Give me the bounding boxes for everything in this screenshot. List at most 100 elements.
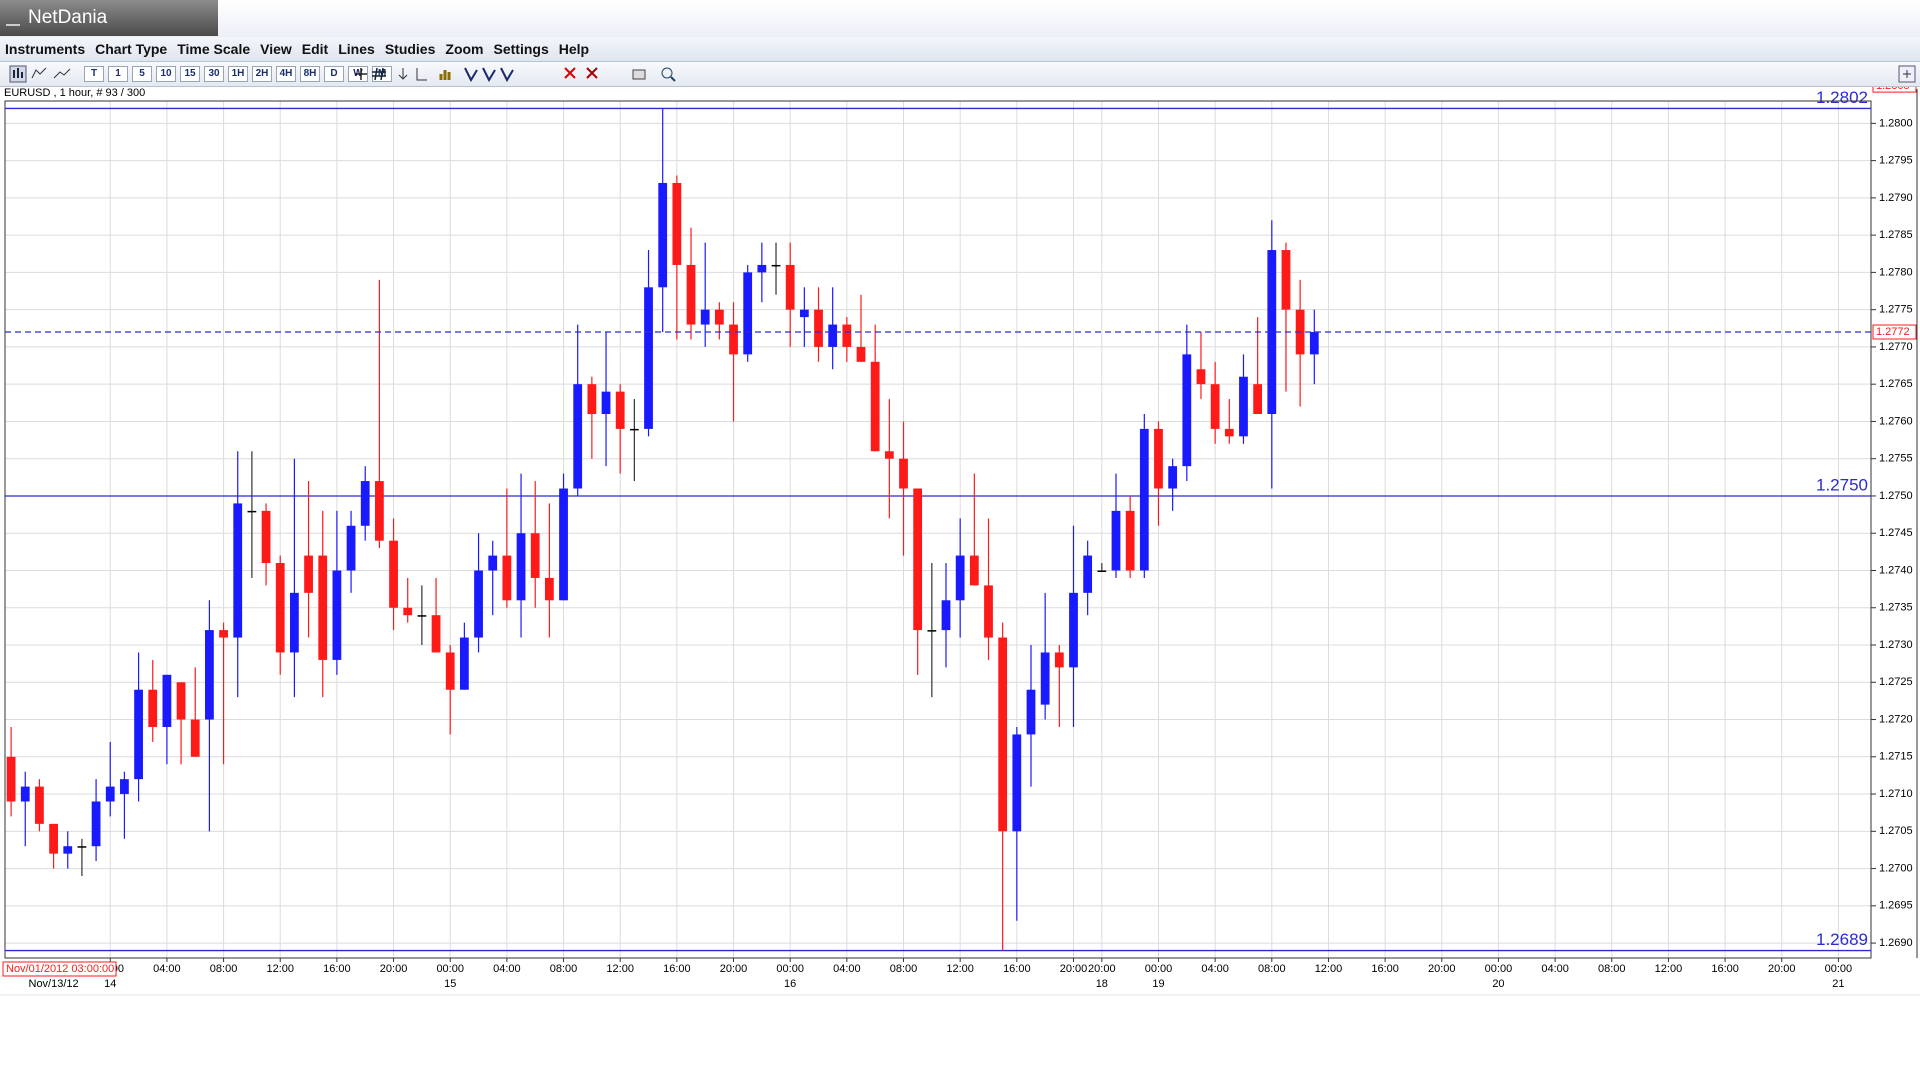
candle-body xyxy=(1253,384,1263,414)
candle-body xyxy=(601,391,611,414)
candle-body xyxy=(785,264,795,310)
candle-body xyxy=(49,823,58,854)
candle-body xyxy=(842,324,852,347)
menu-item[interactable]: Zoom xyxy=(445,41,484,57)
y-tick-label: 1.2725 xyxy=(1879,676,1913,688)
day-label: Nov/13/12 xyxy=(29,978,79,990)
x-tick-label: 08:00 xyxy=(550,963,578,975)
candle-body xyxy=(1012,734,1022,832)
candle-body xyxy=(275,563,285,653)
candle-body xyxy=(644,287,653,429)
menu-item[interactable]: View xyxy=(260,41,292,57)
candle-body xyxy=(814,309,823,347)
candle-body xyxy=(757,264,767,273)
candle-body xyxy=(729,324,738,355)
candle-body xyxy=(1239,376,1248,437)
timescale-button[interactable]: 10 xyxy=(156,66,176,82)
x-tick-label: 16:00 xyxy=(663,963,691,975)
candle-body xyxy=(1224,428,1234,437)
timescale-button[interactable]: 1 xyxy=(108,66,128,82)
x-tick-label: 12:00 xyxy=(266,963,294,975)
candle-body xyxy=(105,786,115,802)
timescale-button[interactable]: 1H xyxy=(228,66,248,82)
candle-body xyxy=(389,540,398,608)
candle-body xyxy=(1040,652,1050,705)
candle-body xyxy=(516,533,526,601)
candle-body xyxy=(559,488,568,601)
timescale-buttons: T151015301H2H4H8HDWM xyxy=(84,66,392,82)
timescale-button[interactable]: 15 xyxy=(180,66,200,82)
menu-item[interactable]: Edit xyxy=(301,41,329,57)
day-label: 19 xyxy=(1152,978,1164,990)
candle-body xyxy=(63,846,73,854)
x-tick-label: 20:00 xyxy=(1088,963,1116,975)
y-tick-label: 1.2720 xyxy=(1879,713,1913,725)
x-tick-label: 20:00 xyxy=(380,963,408,975)
cursor-label: Nov/01/2012 03:00:00 xyxy=(6,963,114,975)
menu-item[interactable]: Time Scale xyxy=(177,41,251,57)
candle-body xyxy=(1196,369,1206,385)
x-tick-label: 00:00 xyxy=(776,963,804,975)
level-label: 1.2689 xyxy=(1816,930,1868,949)
timescale-button[interactable]: 30 xyxy=(204,66,224,82)
candle-body xyxy=(488,555,498,571)
candle-body xyxy=(1210,384,1220,429)
candle-body xyxy=(77,846,87,848)
menu-item[interactable]: Studies xyxy=(384,41,436,57)
menu-item[interactable]: Settings xyxy=(493,41,549,57)
candle-body xyxy=(856,346,866,362)
candle-body xyxy=(743,272,753,355)
y-tick-label: 1.2765 xyxy=(1879,378,1913,390)
app-tab[interactable]: NetDania FinanceChart xyxy=(0,0,218,64)
candle-body xyxy=(955,555,965,601)
current-price-label: 1.2772 xyxy=(1876,326,1910,338)
x-tick-label: 04:00 xyxy=(1201,963,1229,975)
timescale-button[interactable]: 8H xyxy=(300,66,320,82)
candle-body xyxy=(828,324,838,347)
candle-body xyxy=(870,361,880,452)
timescale-button[interactable]: 2H xyxy=(252,66,272,82)
timescale-button[interactable]: D xyxy=(324,66,344,82)
candle-body xyxy=(1281,250,1291,310)
candle-body xyxy=(615,391,625,429)
menu-item[interactable]: Lines xyxy=(338,41,375,57)
menu-item[interactable]: Instruments xyxy=(5,41,86,57)
candle-body xyxy=(1111,510,1121,571)
menu-item[interactable]: Chart Type xyxy=(95,41,168,57)
y-tick-label: 1.2735 xyxy=(1879,602,1913,614)
timescale-button[interactable]: 4H xyxy=(276,66,296,82)
x-tick-label: 08:00 xyxy=(890,963,918,975)
x-tick-label: 20:00 xyxy=(1428,963,1456,975)
level-label: 1.2750 xyxy=(1816,475,1868,494)
y-tick-label: 1.2780 xyxy=(1879,266,1913,278)
candle-body xyxy=(120,779,129,795)
plot-frame xyxy=(4,100,1872,959)
y-tick-label: 1.2715 xyxy=(1879,751,1913,763)
x-tick-label: 12:00 xyxy=(946,963,974,975)
y-tick-label: 1.2730 xyxy=(1879,639,1913,651)
x-tick-label: 16:00 xyxy=(1371,963,1399,975)
candle-body xyxy=(573,384,583,489)
y-tick-label: 1.2750 xyxy=(1879,490,1913,502)
timescale-button[interactable]: T xyxy=(84,66,104,82)
timescale-button[interactable]: 5 xyxy=(132,66,152,82)
day-label: 15 xyxy=(444,978,456,990)
day-label: 20 xyxy=(1492,978,1504,990)
candle-body xyxy=(700,309,710,325)
candle-body xyxy=(35,786,44,824)
candle-body xyxy=(445,652,455,690)
candle-body xyxy=(1069,592,1078,668)
candle-body xyxy=(714,309,724,325)
candle-body xyxy=(459,637,469,690)
menu-item[interactable]: Help xyxy=(558,41,590,57)
panel-toggle[interactable] xyxy=(1898,65,1916,83)
candle-body xyxy=(346,525,356,571)
current-price-box xyxy=(1872,324,1917,340)
candle-body xyxy=(941,600,951,631)
x-tick-label: 00:00 xyxy=(1145,963,1173,975)
candle-body xyxy=(1054,652,1064,668)
candle-body xyxy=(1097,570,1107,572)
x-tick-label: 04:00 xyxy=(833,963,861,975)
candle-body xyxy=(1026,689,1036,735)
